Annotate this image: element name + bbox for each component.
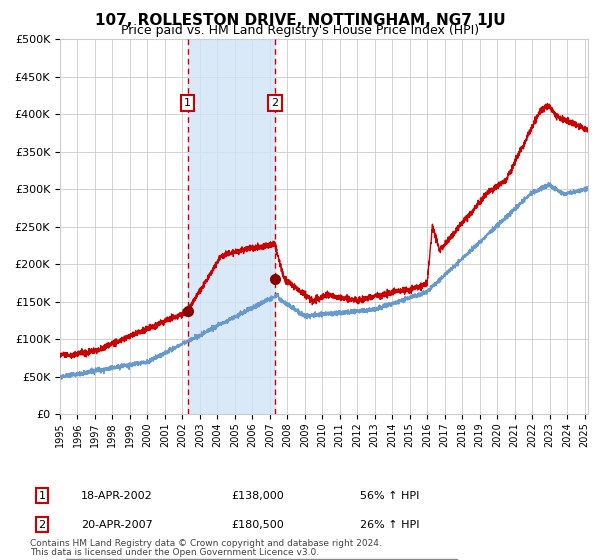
- Bar: [188, 39, 275, 414]
- Text: 20-APR-2007: 20-APR-2007: [81, 520, 153, 530]
- Text: 1: 1: [38, 491, 46, 501]
- Text: Contains HM Land Registry data © Crown copyright and database right 2024.: Contains HM Land Registry data © Crown c…: [30, 539, 382, 548]
- Text: £180,500: £180,500: [231, 520, 284, 530]
- Legend: 107, ROLLESTON DRIVE, NOTTINGHAM, NG7 1JU (detached house), HPI: Average price, : 107, ROLLESTON DRIVE, NOTTINGHAM, NG7 1J…: [65, 559, 458, 560]
- Text: 2: 2: [271, 98, 278, 108]
- Text: Price paid vs. HM Land Registry's House Price Index (HPI): Price paid vs. HM Land Registry's House …: [121, 24, 479, 37]
- Text: 26% ↑ HPI: 26% ↑ HPI: [360, 520, 419, 530]
- Text: 2: 2: [38, 520, 46, 530]
- Text: 107, ROLLESTON DRIVE, NOTTINGHAM, NG7 1JU: 107, ROLLESTON DRIVE, NOTTINGHAM, NG7 1J…: [95, 13, 505, 28]
- Text: This data is licensed under the Open Government Licence v3.0.: This data is licensed under the Open Gov…: [30, 548, 319, 557]
- Text: 56% ↑ HPI: 56% ↑ HPI: [360, 491, 419, 501]
- Text: 18-APR-2002: 18-APR-2002: [81, 491, 153, 501]
- Text: 1: 1: [184, 98, 191, 108]
- Text: £138,000: £138,000: [231, 491, 284, 501]
